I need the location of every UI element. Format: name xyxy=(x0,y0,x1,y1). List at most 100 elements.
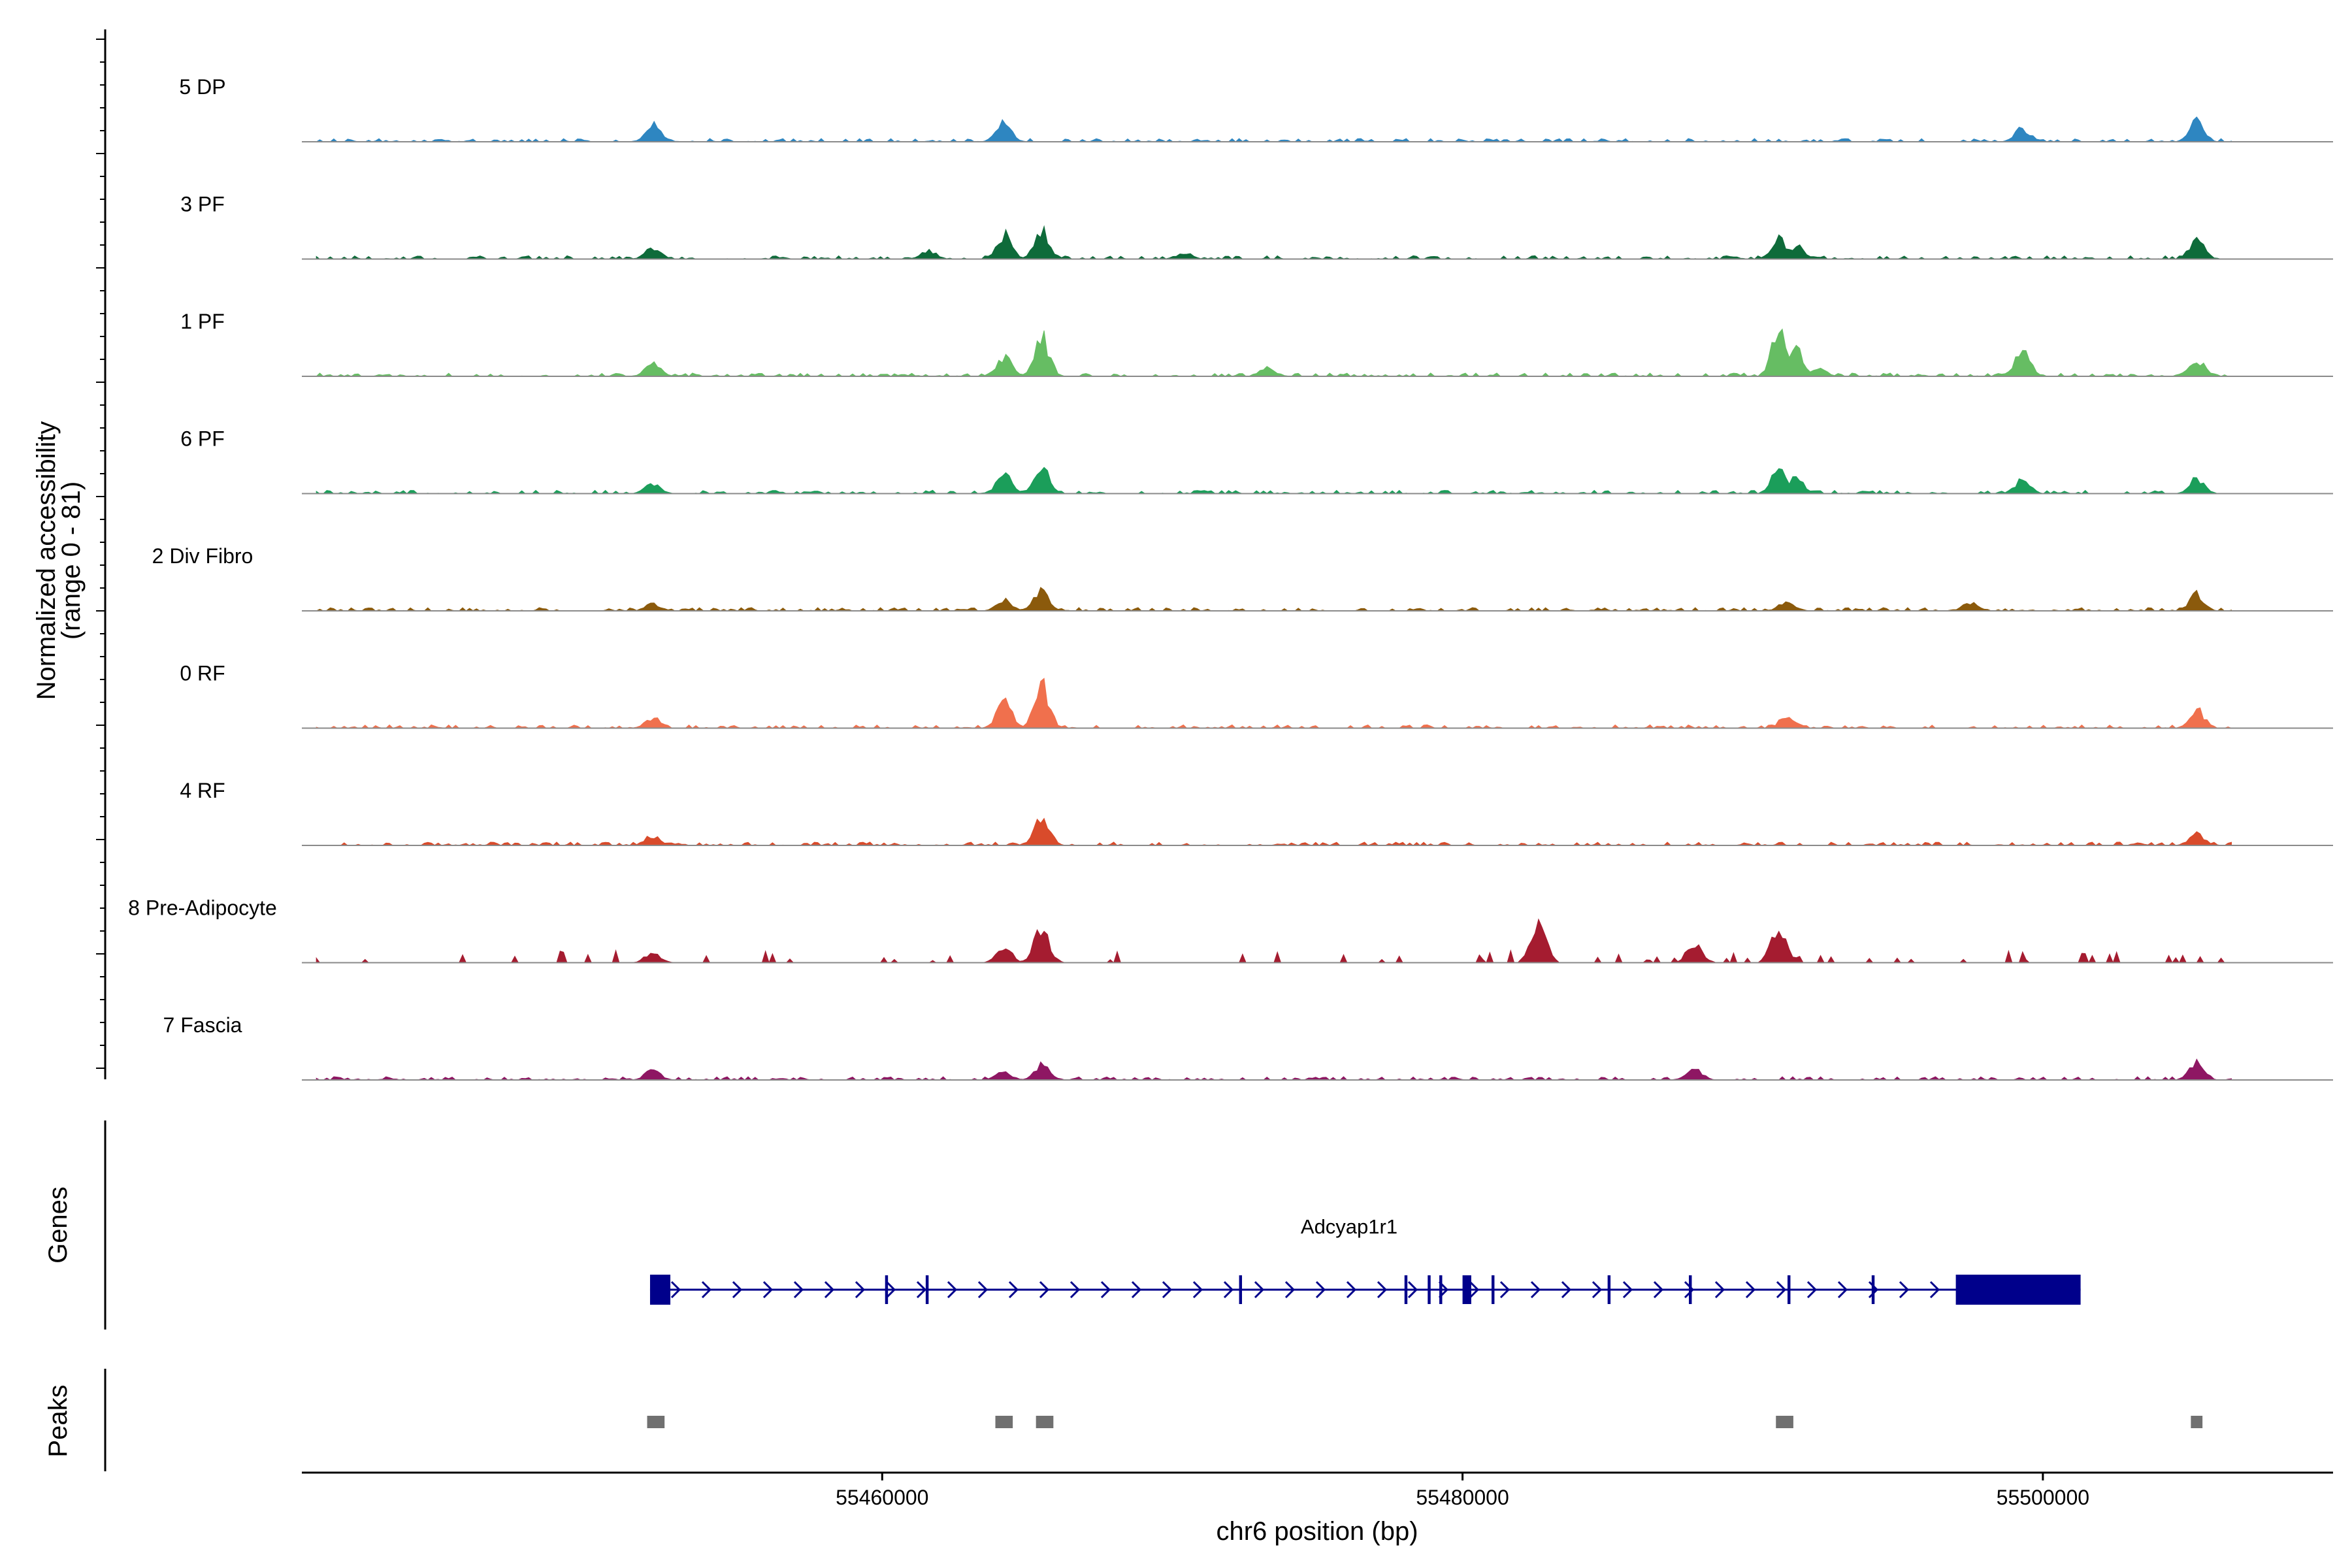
peak-region xyxy=(647,1416,665,1428)
coverage-area xyxy=(316,918,2232,964)
peaks-panel: Peaks xyxy=(44,1369,2203,1471)
strand-arrow xyxy=(1837,1281,1848,1299)
strand-arrow xyxy=(1162,1281,1173,1299)
x-axis-ticks: 55460000 55480000 55500000 xyxy=(836,1473,2089,1509)
y-axis-ticks xyxy=(96,39,105,1069)
gene-exon-block xyxy=(649,1275,671,1305)
strand-arrow xyxy=(824,1281,835,1299)
strand-arrow xyxy=(732,1281,743,1299)
strand-arrow xyxy=(977,1281,988,1299)
gene-model xyxy=(649,1275,2081,1305)
strand-arrow xyxy=(1407,1281,1418,1299)
track-6-pf: 6 PF xyxy=(180,427,2333,495)
track-2-div-fibro: 2 Div Fibro xyxy=(152,544,2333,612)
y-axis-label-range: (range 0 - 81) xyxy=(57,482,86,640)
track-3-pf: 3 PF xyxy=(180,193,2333,260)
coverage-area xyxy=(316,678,2232,729)
track-label: 7 Fascia xyxy=(163,1013,242,1037)
strand-arrow xyxy=(1192,1281,1203,1299)
strand-arrow xyxy=(793,1281,804,1299)
strand-arrow xyxy=(1806,1281,1818,1299)
x-tick-label: 55480000 xyxy=(1416,1486,1509,1509)
peak-regions xyxy=(647,1416,2203,1428)
coverage-area xyxy=(316,466,2232,495)
track-4-rf: 4 RF xyxy=(180,779,2333,846)
x-axis: 55460000 55480000 55500000 chr6 position (… xyxy=(302,1471,2333,1546)
y-axis: Normalized accessibility (range 0 - 81) xyxy=(32,29,106,1079)
strand-arrow xyxy=(1653,1281,1664,1299)
strand-arrow xyxy=(1561,1281,1572,1299)
strand-arrow xyxy=(762,1281,774,1299)
strand-arrow xyxy=(1100,1281,1111,1299)
strand-arrow xyxy=(1530,1281,1541,1299)
gene-name-label: Adcyap1r1 xyxy=(1301,1215,1397,1238)
strand-arrow xyxy=(1346,1281,1357,1299)
strand-arrow xyxy=(947,1281,958,1299)
track-label: 0 RF xyxy=(180,662,225,685)
gene-exon xyxy=(885,1275,889,1304)
track-label: 4 RF xyxy=(180,779,225,802)
coverage-area xyxy=(315,328,2232,377)
gene-exon xyxy=(925,1275,929,1304)
track-8-pre-adipocyte: 8 Pre-Adipocyte xyxy=(128,896,2333,964)
strand-arrow xyxy=(1745,1281,1756,1299)
strand-arrow xyxy=(1469,1281,1480,1299)
track-label: 5 DP xyxy=(179,75,225,99)
track-5-dp: 5 DP xyxy=(179,75,2333,142)
strand-arrow xyxy=(1592,1281,1603,1299)
strand-arrow xyxy=(1315,1281,1326,1299)
strand-arrow xyxy=(701,1281,712,1299)
peak-region xyxy=(1776,1416,1793,1428)
gene-exon xyxy=(1404,1275,1408,1304)
gene-exon xyxy=(1788,1275,1791,1304)
strand-arrow xyxy=(1776,1281,1787,1299)
peak-region xyxy=(2191,1416,2203,1428)
strand-arrow xyxy=(1039,1281,1050,1299)
track-0-rf: 0 RF xyxy=(180,662,2333,729)
track-label: 8 Pre-Adipocyte xyxy=(128,896,277,920)
track-label: 1 PF xyxy=(180,310,225,333)
strand-arrow xyxy=(1899,1281,1910,1299)
strand-arrow xyxy=(1499,1281,1511,1299)
gene-exon xyxy=(1462,1275,1471,1304)
gene-exon xyxy=(1607,1275,1611,1304)
strand-arrow xyxy=(855,1281,866,1299)
coverage-area xyxy=(316,817,2232,846)
accessibility-tracks: 5 DP 3 PF 1 PF 6 PF 2 Div Fibro 0 RF 4 RF 8 Pre… xyxy=(128,75,2333,1081)
strand-arrow xyxy=(1070,1281,1081,1299)
track-label: 6 PF xyxy=(180,427,225,451)
y-axis-label: Normalized accessibility xyxy=(32,421,61,700)
strand-arrow xyxy=(1131,1281,1142,1299)
strand-arrow xyxy=(1284,1281,1296,1299)
x-tick-label: 55500000 xyxy=(1997,1486,2089,1509)
x-axis-label: chr6 position (bp) xyxy=(1216,1517,1418,1546)
peak-region xyxy=(995,1416,1013,1428)
track-1-pf: 1 PF xyxy=(180,310,2333,377)
gene-exon xyxy=(1491,1275,1495,1304)
track-7-fascia: 7 Fascia xyxy=(163,1013,2333,1081)
track-label: 3 PF xyxy=(180,193,225,216)
genes-label: Genes xyxy=(44,1186,73,1264)
coverage-area xyxy=(315,116,2232,142)
gene-exon xyxy=(1239,1275,1243,1304)
strand-arrow xyxy=(1223,1281,1234,1299)
coverage-area xyxy=(316,1058,2232,1081)
strand-arrow xyxy=(1929,1281,1940,1299)
gene-exon-block xyxy=(1955,1275,2081,1305)
genes-panel: Genes Adcyap1r1 xyxy=(44,1120,2081,1330)
strand-arrow xyxy=(1684,1281,1695,1299)
gene-exon xyxy=(1689,1275,1692,1304)
gene-exon xyxy=(1439,1275,1443,1304)
strand-arrow xyxy=(916,1281,927,1299)
gene-exon xyxy=(1428,1275,1431,1304)
strand-arrow xyxy=(1008,1281,1019,1299)
coverage-area xyxy=(316,587,2232,612)
gene-exon xyxy=(1871,1275,1875,1304)
strand-arrow xyxy=(1622,1281,1633,1299)
strand-arrow xyxy=(1377,1281,1388,1299)
x-tick-label: 55460000 xyxy=(836,1486,928,1509)
track-label: 2 Div Fibro xyxy=(152,544,253,568)
strand-arrow xyxy=(670,1281,681,1299)
coverage-area xyxy=(316,225,2232,260)
